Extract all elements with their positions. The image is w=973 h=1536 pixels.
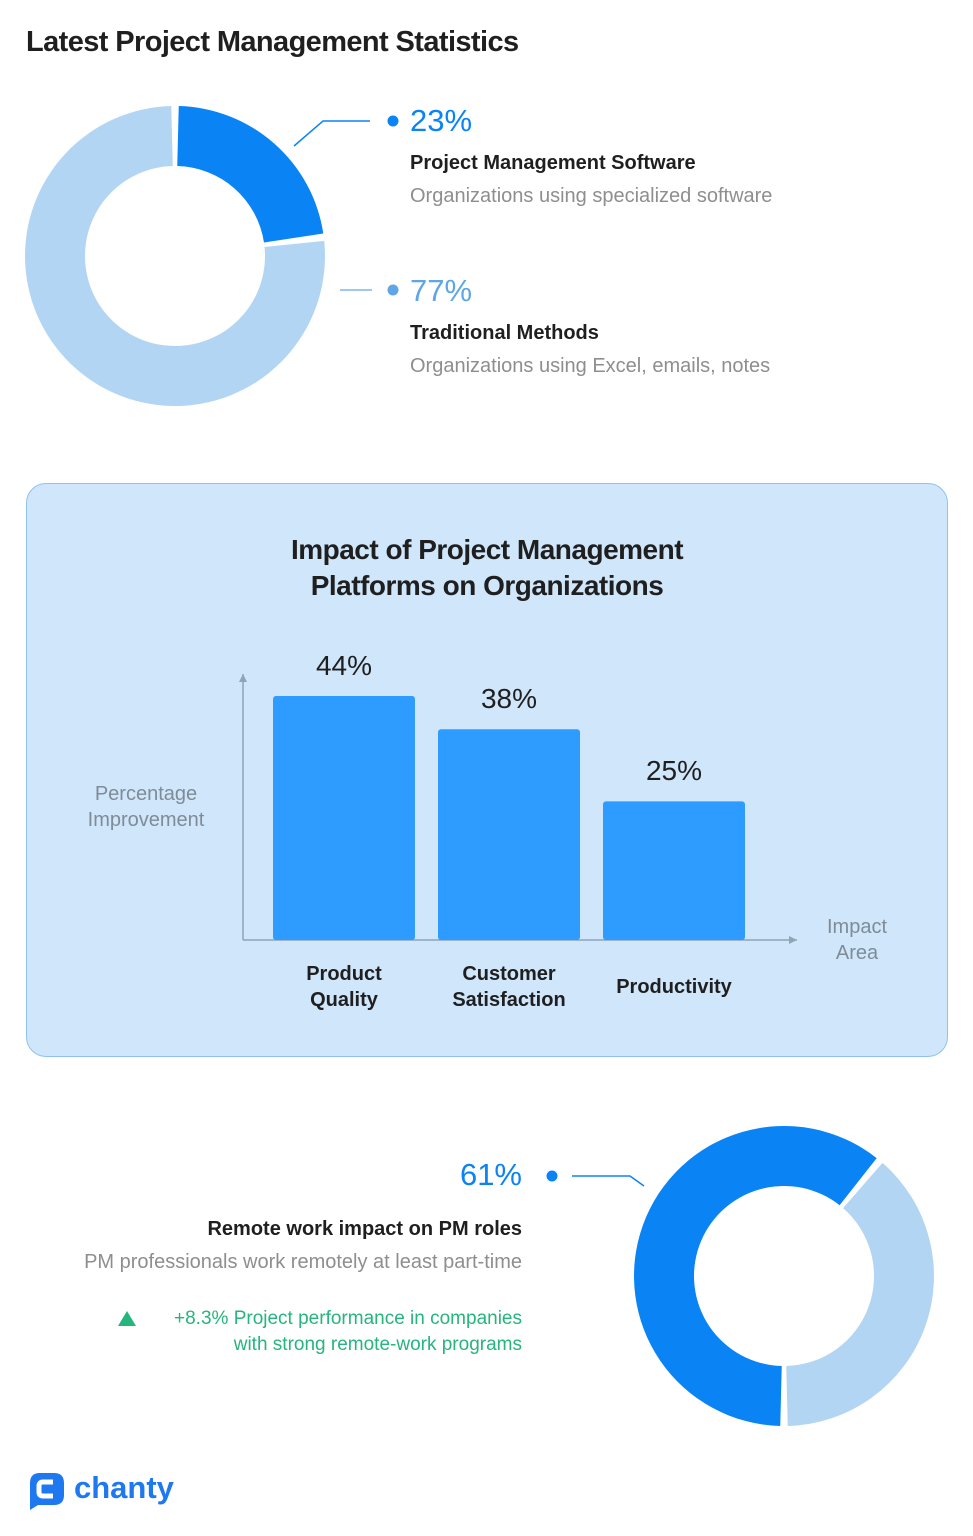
bar-chart-panel: Impact of Project Management Platforms o… <box>26 483 948 1057</box>
chat-bubble-icon <box>30 1473 64 1510</box>
bar-1 <box>438 729 580 940</box>
traditional-subtitle: Organizations using Excel, emails, notes <box>410 355 771 377</box>
donut-bottom-slice-1 <box>786 1162 934 1426</box>
bar-chart <box>239 674 797 944</box>
page-title: Latest Project Management Statistics <box>26 26 519 58</box>
x-axis-label: Impact Area <box>826 916 888 964</box>
donut-chart-top <box>25 106 325 406</box>
triangle-up-icon <box>118 1311 136 1326</box>
software-subtitle: Organizations using specialized software <box>410 185 773 207</box>
traditional-title: Traditional Methods <box>410 322 599 344</box>
traditional-percent: 77% <box>410 273 473 308</box>
bar-2 <box>603 801 745 940</box>
donut-top-slice-0 <box>177 106 324 243</box>
remote-title: Remote work impact on PM roles <box>207 1218 522 1240</box>
remote-percent: 61% <box>459 1157 522 1192</box>
bar-value-label-1: 38% <box>480 683 538 715</box>
leader-line-remote <box>546 1170 645 1187</box>
growth-note: +8.3% Project performance in companies w… <box>174 1308 522 1355</box>
remote-subtitle: PM professionals work remotely at least … <box>84 1251 522 1273</box>
chart-title-line2: Platforms on Organizations <box>310 570 664 601</box>
software-percent: 23% <box>410 103 473 138</box>
donut-chart-bottom <box>634 1126 934 1426</box>
category-label-0: Product Quality <box>306 963 382 1011</box>
bar-0 <box>273 696 415 940</box>
leader-line-software <box>293 115 399 147</box>
brand-logo: chanty <box>74 1470 174 1505</box>
category-label-2: Productivity <box>616 976 732 998</box>
software-title: Project Management Software <box>410 152 696 174</box>
leader-line-traditional <box>340 284 399 296</box>
x-axis-arrow <box>789 936 797 944</box>
donut-bottom-slice-0 <box>634 1126 877 1426</box>
bar-value-label-0: 44% <box>315 650 373 681</box>
donut-top-slice-1 <box>25 106 325 406</box>
y-axis-label: Percentage Improvement <box>87 783 205 831</box>
y-axis-arrow <box>239 674 247 682</box>
bar-value-label-2: 25% <box>645 755 703 787</box>
category-label-1: Customer Satisfaction <box>452 963 566 1011</box>
chart-title-line1: Impact of Project Management <box>290 534 684 565</box>
